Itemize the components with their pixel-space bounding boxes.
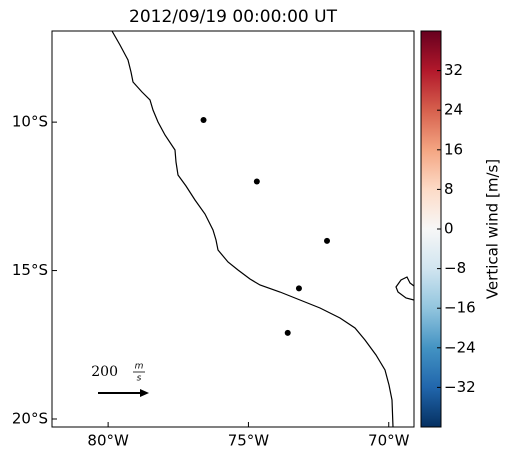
colorbar-tick-label: 8: [444, 180, 454, 198]
colorbar-tick-label: −32: [444, 378, 476, 396]
colorbar-tick-label: −16: [444, 299, 476, 317]
station-point: [295, 285, 302, 292]
coastline: [111, 31, 414, 427]
scale-denominator: s: [137, 374, 142, 384]
x-tick-label: 70°W: [368, 432, 410, 450]
y-tick-label: 20°S: [12, 409, 48, 427]
colorbar-tick-label: 0: [444, 220, 454, 238]
station-point: [324, 237, 331, 244]
colorbar-tick-label: 16: [444, 140, 463, 158]
x-tick-label: 80°W: [87, 432, 129, 450]
scale-value: 200: [91, 364, 118, 380]
map-title: 2012/09/19 00:00:00 UT: [129, 7, 338, 27]
colorbar-tick-label: 32: [444, 61, 463, 79]
colorbar-tick-label: −8: [444, 259, 466, 277]
colorbar-tick-label: −24: [444, 338, 476, 356]
colorbar-label: Vertical wind [m/s]: [484, 159, 502, 299]
station-point: [253, 178, 260, 185]
x-tick-label: 75°W: [228, 432, 270, 450]
scale-numerator: m: [135, 362, 144, 372]
scale-arrow-head: [140, 389, 149, 397]
y-tick-label: 15°S: [12, 261, 48, 279]
map-frame: [51, 30, 415, 428]
station-point: [200, 117, 207, 124]
colorbar-tick-label: 24: [444, 101, 463, 119]
station-point: [284, 329, 291, 336]
y-tick-label: 10°S: [12, 113, 48, 131]
